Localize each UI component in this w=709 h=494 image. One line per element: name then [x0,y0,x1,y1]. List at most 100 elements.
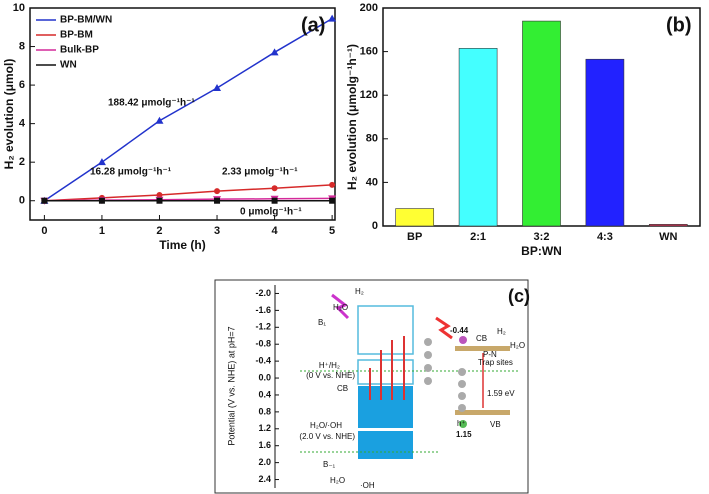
marker [41,197,48,204]
marker [328,14,337,22]
y-tick-label: 0.4 [258,389,271,399]
legend-label: Bulk-BP [60,45,99,56]
excitation-arrows [369,336,405,400]
marker [97,158,106,166]
bar [458,48,498,227]
x-tick-label: 3:2 [534,231,550,243]
marker [98,197,105,204]
x-label: BP:WN [521,244,562,258]
panel-label: (a) [301,14,325,36]
y-tick-label: -0.4 [255,356,271,366]
marker [271,197,278,204]
y-label: H₂ evolution (μmolg⁻¹h⁻¹) [345,44,359,190]
label: Trap sites [478,358,513,367]
y-tick-label: 160 [360,46,378,58]
y-tick-label: 0 [19,195,25,207]
y-tick-label: -1.6 [255,305,271,315]
marker [155,116,164,124]
label: H₂ [355,287,364,296]
label: CB [476,334,487,343]
y-tick-label: 0.0 [258,372,271,382]
label: H₂O [330,476,345,485]
bar [395,208,435,227]
marker [156,191,163,198]
x-tick-label: 3 [214,225,220,237]
y-tick-label: 120 [360,89,378,101]
mid-band [357,359,414,385]
legend-label: BP-BM/WN [60,15,112,26]
x-tick-label: 0 [41,225,47,237]
panel-label: (b) [666,14,692,36]
x-tick-label: 4 [272,225,279,237]
label: H₂O [510,341,525,350]
x-tick-label: 2 [156,225,162,237]
y-tick-label: 0 [372,220,378,232]
y-tick-label: 2.0 [258,457,271,467]
vb-bar [455,410,510,415]
x-tick-label: 5 [329,225,335,237]
x-tick-label: BP [407,231,422,243]
marker [214,188,221,195]
y-tick-label: 2.4 [258,474,271,484]
x-tick-label: 1 [99,225,105,237]
y-tick-label: 1.2 [258,423,271,433]
label: (2.0 V vs. NHE) [299,432,355,441]
marker [156,197,163,204]
y-tick-label: 10 [13,2,25,14]
label: ·OH [360,481,375,490]
bar [648,224,688,227]
plot-frame [29,7,336,221]
light [331,293,350,320]
marker [214,197,221,204]
series-line [43,17,333,202]
series-line [44,184,333,202]
panel-label: (c) [508,286,530,306]
x-label: Time (h) [159,238,205,252]
label: H₂O/·OH [310,421,342,430]
y-tick-label: 200 [360,2,378,14]
diagram: H₂ H₂O B₁ H⁺/H₂ (0 V vs. NHE) CB H₂O/·OH… [214,279,530,494]
bar [585,58,625,227]
y-label: H₂ evolution (μmol) [2,59,16,170]
vb-block [358,431,413,459]
marker [213,83,222,91]
cb-bar [455,346,510,351]
y-tick-label: 1.6 [258,440,271,450]
label: 1.59 eV [487,389,515,398]
label: H₂ [497,327,506,336]
annotation: 0 μmolg⁻¹h⁻¹ [240,207,302,218]
y-tick-label: 0.8 [258,406,271,416]
annotation: 16.28 μmolg⁻¹h⁻¹ [90,167,172,178]
legend-label: WN [60,60,77,71]
label: (0 V vs. NHE) [306,371,355,380]
y-tick-label: 8 [19,40,25,52]
label: CB [337,384,348,393]
label: P-N [483,350,497,359]
label: B₋₁ [323,460,336,469]
x-tick-label: 2:1 [470,231,486,243]
hole [459,420,467,428]
y-tick-label: 6 [19,79,25,91]
marker [329,181,336,188]
legend-label: BP-BM [60,30,93,41]
label: -0.44 [450,326,469,335]
bar [522,20,561,227]
annotation: 2.33 μmolg⁻¹h⁻¹ [222,167,298,178]
label: H₂O [333,303,348,312]
y-tick-label: -0.8 [255,339,271,349]
label: VB [490,420,501,429]
label: h⁺ [457,419,466,428]
marker [270,48,279,56]
y-label: Potential (V vs. NHE) at pH=7 [226,326,236,445]
label: H⁺/H₂ [319,361,340,370]
light [435,316,453,340]
electron [459,336,467,344]
upper-band [357,305,414,355]
y-tick-label: -2.0 [255,288,271,298]
y-tick-label: 80 [366,133,378,145]
marker [329,197,336,204]
y-tick-label: 4 [19,118,26,130]
y-tick-label: 40 [366,176,378,188]
annotation: 188.42 μmolg⁻¹h⁻¹ [108,98,195,109]
